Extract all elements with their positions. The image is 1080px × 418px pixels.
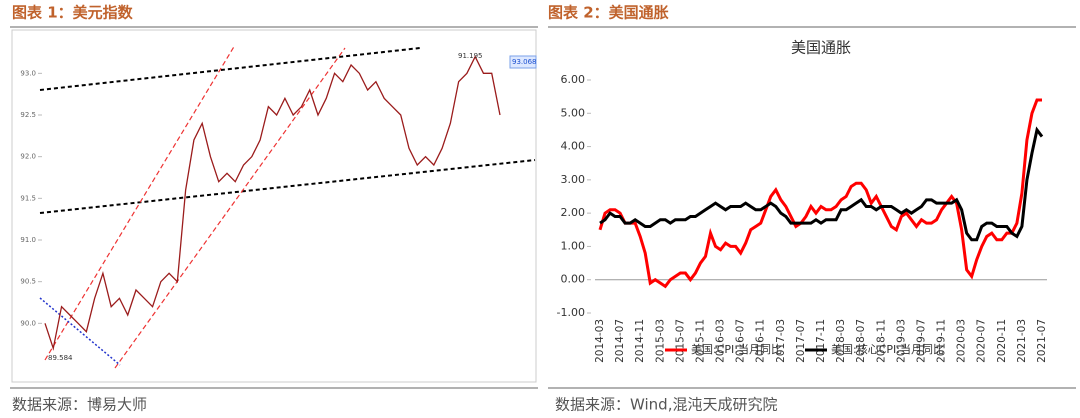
figure-caption: 图表 1：美元指数 xyxy=(12,4,134,22)
x-tick-label: 2018-11 xyxy=(875,319,887,363)
x-tick-label: 2019-03 xyxy=(895,319,907,363)
x-tick-label: 2020-03 xyxy=(956,319,968,363)
trend-line xyxy=(39,47,421,91)
x-tick-label: 2016-03 xyxy=(715,319,727,363)
y-tick-label: 1.00 xyxy=(561,239,586,252)
x-tick-label: 2020-11 xyxy=(996,319,1008,363)
y-tick-label: 4.00 xyxy=(561,140,586,153)
y-tick-label: 93.0 xyxy=(20,69,36,77)
annotation: 89.584 xyxy=(48,354,73,362)
x-tick-label: 2018-03 xyxy=(835,319,847,363)
screenshot-frame xyxy=(11,29,537,383)
y-tick-label: 91.5 xyxy=(20,194,36,202)
trend-line xyxy=(114,47,346,369)
y-tick-label: 2.00 xyxy=(561,206,586,219)
y-tick-label: 90.0 xyxy=(20,319,36,327)
legend-label: 美国:CPI:当月同比 xyxy=(691,342,782,356)
x-tick-label: 2016-07 xyxy=(735,319,747,363)
trend-line xyxy=(39,297,121,366)
legend-label: 美国:核心CPI:当月同比 xyxy=(831,342,944,356)
data-line xyxy=(599,126,1044,242)
x-tick-label: 2019-07 xyxy=(915,319,927,363)
chart-title: 美国通胀 xyxy=(791,39,851,57)
x-tick-label: 2017-11 xyxy=(815,319,827,363)
price-box xyxy=(509,55,537,69)
x-tick-label: 2015-03 xyxy=(654,319,666,363)
source-note: 数据来源：博易大师 xyxy=(12,396,147,414)
y-tick-label: 91.0 xyxy=(20,236,36,244)
y-tick-label: 5.00 xyxy=(561,106,586,119)
x-tick-label: 2015-07 xyxy=(674,319,686,363)
x-tick-label: 2017-03 xyxy=(775,319,787,363)
trend-line xyxy=(44,44,236,361)
y-tick-label: 92.5 xyxy=(20,111,36,119)
x-tick-label: 2021-03 xyxy=(1016,319,1028,363)
y-tick-label: 3.00 xyxy=(561,173,586,186)
x-tick-label: 2018-07 xyxy=(855,319,867,363)
y-tick-label: -1.00 xyxy=(557,306,585,319)
x-tick-label: 2014-11 xyxy=(634,319,646,363)
x-tick-label: 2016-11 xyxy=(755,319,767,363)
y-tick-label: 0.00 xyxy=(561,273,586,286)
y-tick-label: 6.00 xyxy=(561,73,586,86)
trend-line xyxy=(39,159,536,214)
data-line xyxy=(44,55,501,351)
x-tick-label: 2021-07 xyxy=(1036,319,1048,363)
x-tick-label: 2017-07 xyxy=(795,319,807,363)
x-tick-label: 2019-11 xyxy=(936,319,948,363)
x-tick-label: 2020-07 xyxy=(976,319,988,363)
x-tick-label: 2014-07 xyxy=(614,319,626,363)
annotation: 91.195 xyxy=(458,52,483,60)
x-tick-label: 2015-11 xyxy=(694,319,706,363)
annotation: 93.068 xyxy=(512,58,537,66)
figure-caption: 图表 2：美国通胀 xyxy=(548,4,669,22)
y-tick-label: 92.0 xyxy=(20,153,36,161)
source-note: 数据来源：Wind,混沌天成研究院 xyxy=(555,396,777,414)
data-line xyxy=(598,98,1042,289)
y-tick-label: 90.5 xyxy=(20,278,36,286)
x-tick-label: 2014-03 xyxy=(594,319,606,363)
